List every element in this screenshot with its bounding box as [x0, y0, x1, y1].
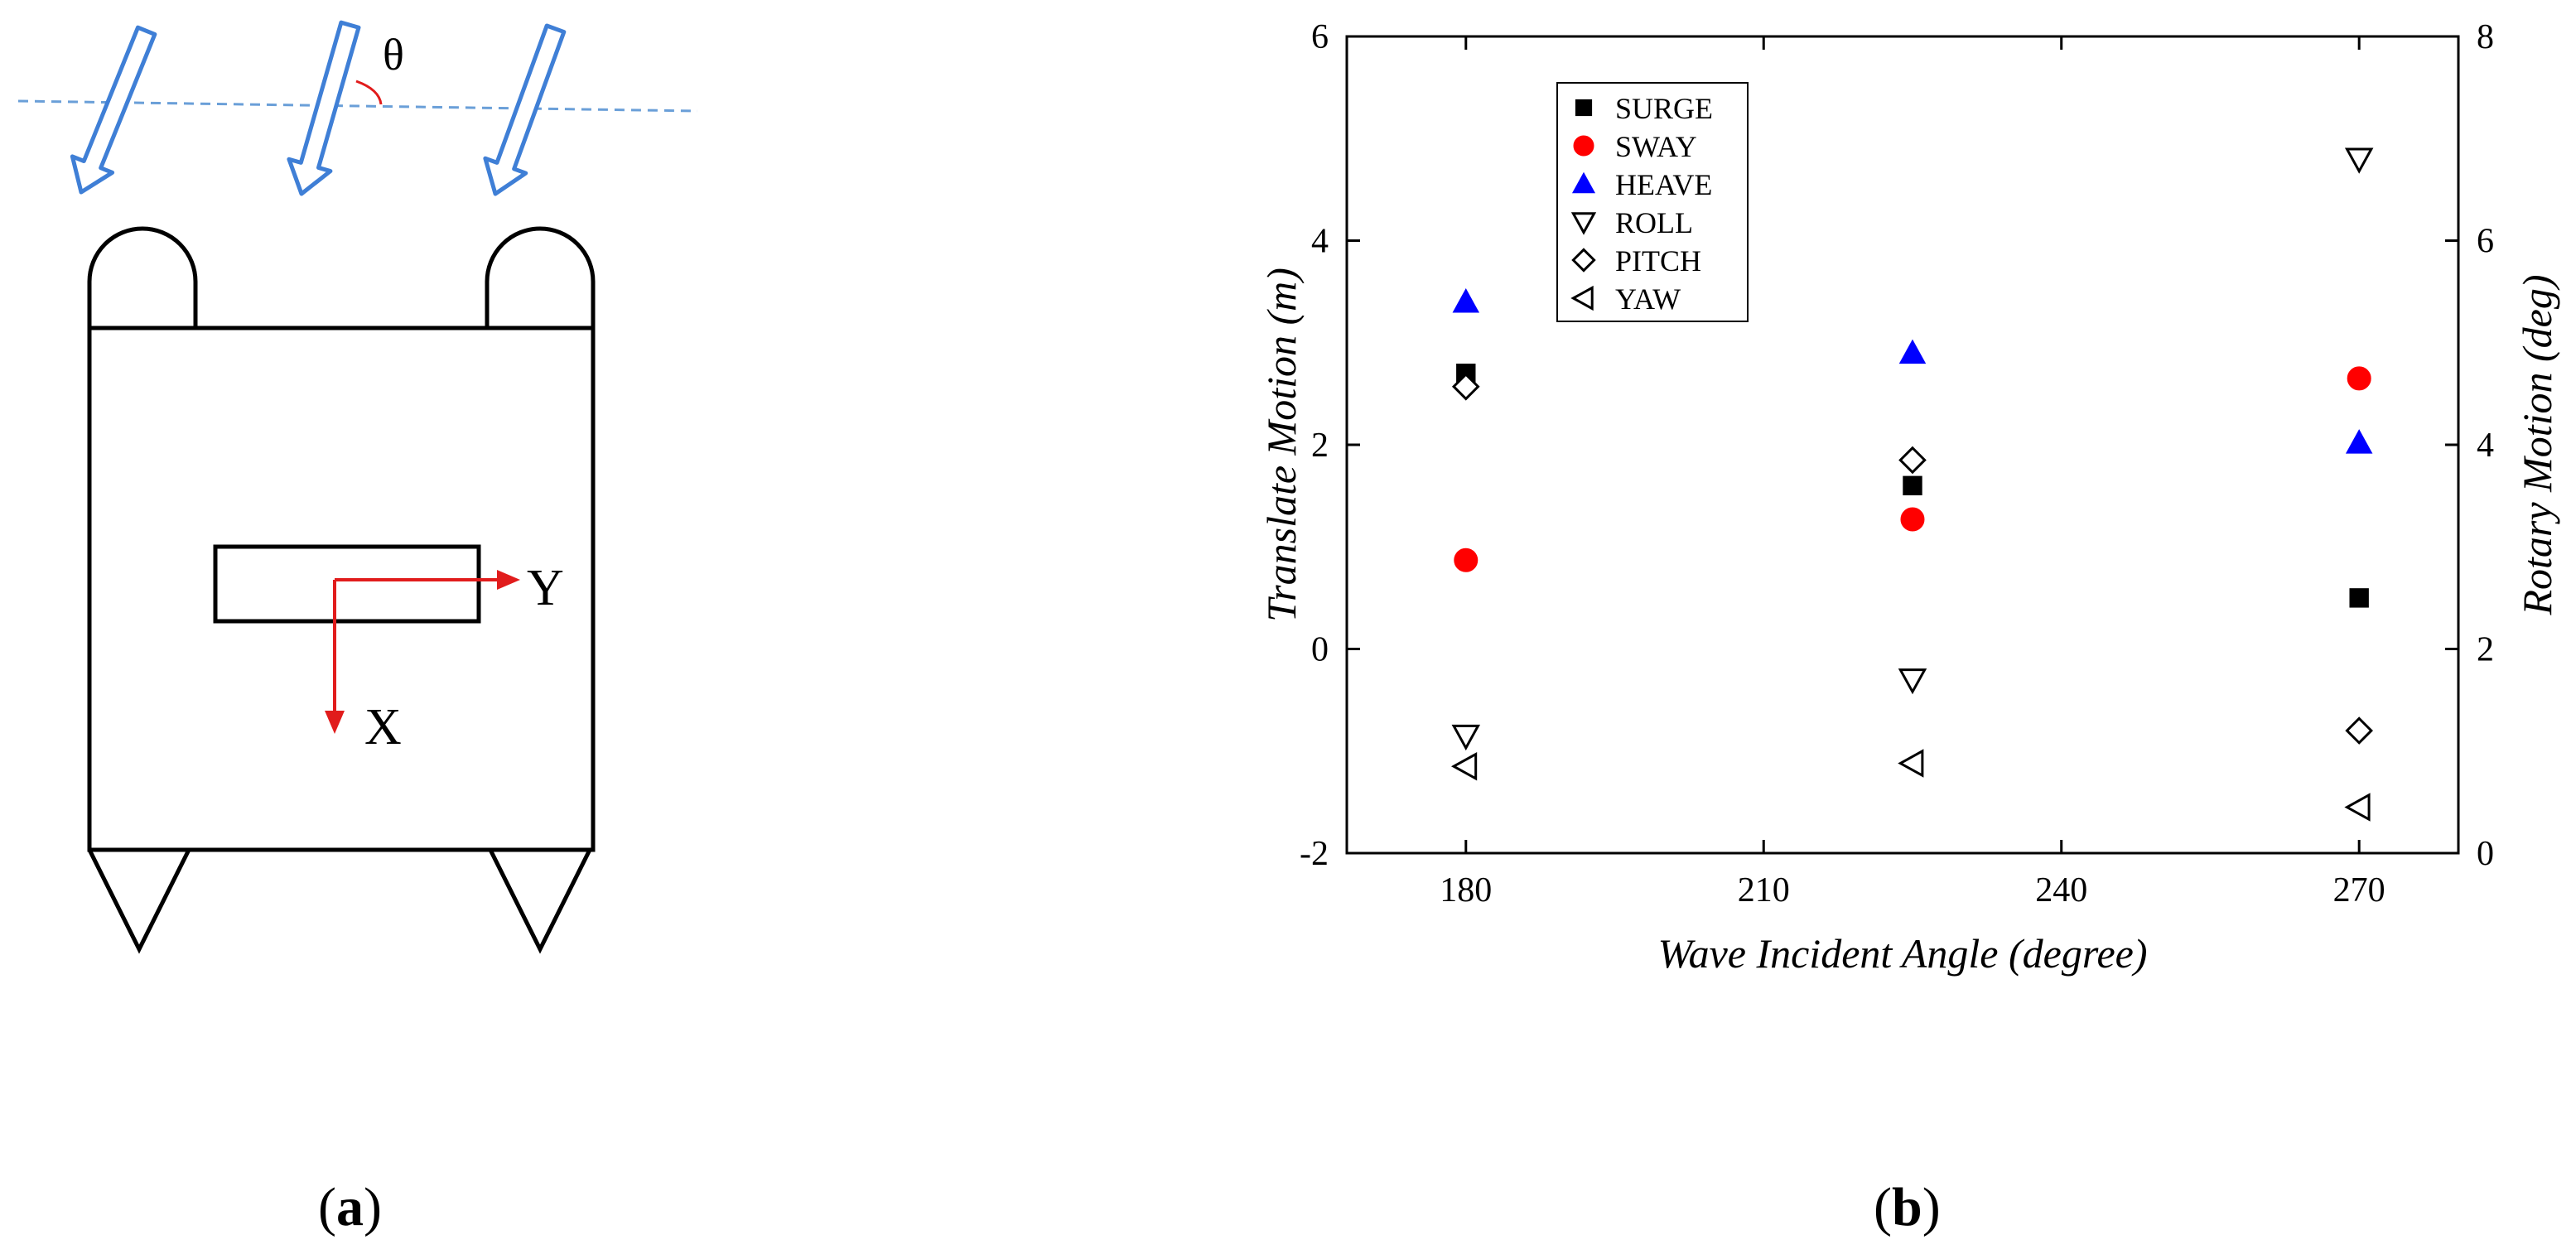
y-tick-label-left: 4 [1311, 223, 1329, 261]
angle-symbol: θ [383, 30, 404, 80]
legend-label-roll: ROLL [1615, 206, 1693, 239]
x-axis-title: Wave Incident Angle (degree) [1658, 930, 2148, 977]
marker-sway [1454, 547, 1479, 572]
marker-sway [1900, 507, 1925, 532]
marker-heave [1452, 288, 1480, 313]
plot-frame [1345, 35, 2460, 855]
legend-marker-yaw [1570, 285, 1594, 311]
marker-sway [2347, 366, 2371, 391]
marker-pitch [1898, 446, 1927, 475]
axis-labels: Wave Incident Angle (degree) Translate Mo… [1258, 268, 2560, 977]
x-axis-label: X [364, 699, 402, 755]
right-spike [488, 848, 592, 954]
legend-label-sway: SWAY [1615, 130, 1697, 163]
legend-marker-roll [1570, 212, 1597, 235]
y-tick-label-left: 6 [1311, 18, 1329, 56]
marker-heave [2345, 429, 2373, 454]
data-markers [1450, 147, 2374, 822]
inner-box [213, 544, 481, 624]
x-tick-label: 210 [1738, 871, 1790, 909]
y-axis-title-right: Rotary Motion (deg) [2514, 274, 2560, 615]
right-float [485, 226, 596, 328]
panel-b-chart: 180 210 240 270 -2 0 2 4 6 0 2 4 6 8 Wave Incident An… [1258, 18, 2560, 1237]
legend-label-heave: HEAVE [1615, 168, 1712, 201]
y-tick-label-right: 0 [2477, 835, 2494, 873]
legend-label-surge: SURGE [1615, 92, 1713, 125]
waterline [17, 99, 698, 113]
motion-chart: 180 210 240 270 -2 0 2 4 6 0 2 4 6 8 Wave Incident An… [1258, 18, 2560, 977]
legend-label-pitch: PITCH [1615, 244, 1701, 277]
legend-marker-pitch [1571, 248, 1596, 273]
marker-roll [1898, 668, 1927, 695]
marker-roll [1451, 724, 1481, 751]
y-tick-label-left: 2 [1311, 427, 1329, 465]
marker-roll [2344, 147, 2374, 174]
wave-arrow [483, 23, 567, 196]
wave-arrow [70, 25, 157, 195]
y-tick-label-right: 6 [2477, 223, 2494, 261]
caption-b: (b) [1874, 1177, 1941, 1237]
marker-yaw [1898, 749, 1924, 778]
marker-yaw [1450, 751, 1478, 781]
marker-surge [1903, 475, 1922, 495]
marker-pitch [2345, 716, 2373, 745]
legend-marker-heave [1571, 171, 1596, 194]
caption-a: (a) [318, 1177, 382, 1237]
schematic-drawing: θ Y X [17, 20, 698, 954]
y-tick-label-right: 2 [2477, 631, 2494, 669]
marker-heave [1898, 339, 1927, 364]
plot-area [1345, 35, 2460, 855]
left-float [87, 226, 198, 328]
legend: SURGE SWAY HEAVE ROLL PITCH YAW [1556, 82, 1749, 322]
y-tick-label-left: -2 [1300, 835, 1329, 873]
legend-box [1556, 82, 1749, 322]
x-tick-label: 270 [2333, 871, 2385, 909]
x-tick-label: 180 [1440, 871, 1492, 909]
y-axis-title-left: Translate Motion (m) [1258, 268, 1305, 622]
y-tick-label-right: 8 [2477, 18, 2494, 56]
x-axis-arrowhead [325, 711, 345, 734]
left-spike [87, 848, 191, 954]
y-axis-arrowhead [497, 570, 520, 590]
caption-a-letter: a [335, 1177, 364, 1237]
panel-a-schematic: θ Y X (a) [0, 0, 828, 1237]
angle-arc [355, 80, 383, 105]
legend-marker-surge [1575, 99, 1593, 117]
x-tick-label: 240 [2035, 871, 2087, 909]
y-axis-label: Y [527, 560, 564, 616]
platform-body [87, 326, 596, 852]
legend-marker-sway [1573, 135, 1594, 157]
caption-b-letter: b [1891, 1177, 1922, 1237]
marker-yaw [2344, 793, 2371, 822]
marker-pitch [1451, 372, 1480, 401]
y-tick-label-left: 0 [1311, 631, 1329, 669]
wave-arrow [287, 20, 361, 196]
legend-label-yaw: YAW [1615, 282, 1681, 316]
y-tick-label-right: 4 [2477, 427, 2494, 465]
marker-surge [2349, 588, 2369, 608]
axis-ticks: 180 210 240 270 -2 0 2 4 6 0 2 4 6 8 [1300, 18, 2494, 909]
